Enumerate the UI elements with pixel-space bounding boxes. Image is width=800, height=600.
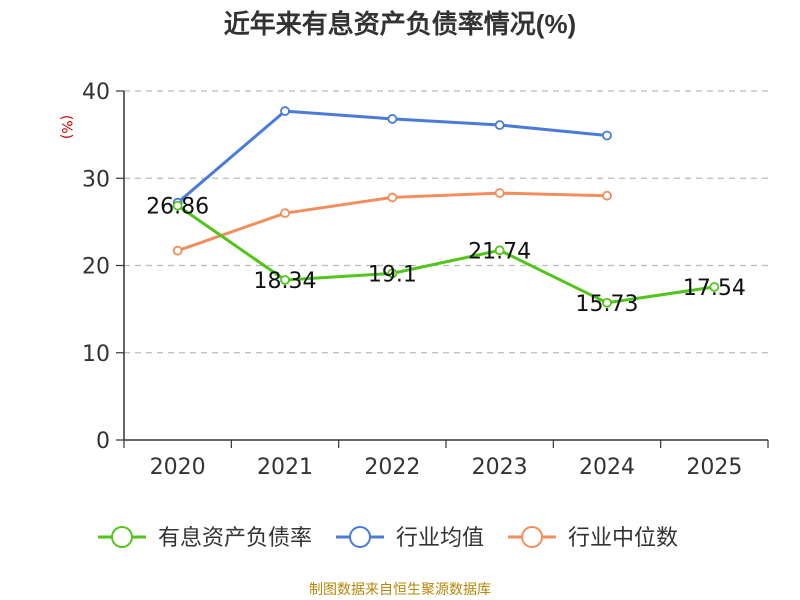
legend-item: 行业均值: [336, 526, 484, 551]
legend-swatch-marker: [111, 526, 133, 548]
legend-swatch-marker: [349, 526, 372, 548]
y-tick-label: 10: [82, 342, 110, 367]
data-point: [172, 245, 183, 256]
data-point: [494, 245, 505, 256]
legend-swatch-marker: [521, 526, 544, 548]
data-point: [602, 297, 612, 308]
data-label: 21.74: [468, 239, 531, 264]
data-labels: 26.86 18.34 19.1 21.74 15.73 17.54: [146, 195, 746, 317]
legend-label: 行业中位数: [568, 526, 678, 551]
legend-item: 有息资产负债率: [98, 526, 312, 551]
data-point: [280, 106, 290, 116]
data-label: 18.34: [254, 269, 317, 294]
x-tick-label: 2025: [686, 455, 742, 480]
series-1: [172, 106, 612, 208]
series-line: [176, 109, 608, 204]
data-point: [387, 114, 398, 124]
data-point: [602, 130, 612, 141]
data-point: [709, 282, 720, 292]
x-tick-label: 2024: [579, 455, 635, 480]
series-2: [172, 188, 612, 256]
data-point: [387, 192, 398, 203]
x-tick-label: 2022: [364, 455, 420, 480]
data-point: [387, 268, 398, 279]
data-point: [172, 200, 183, 211]
data-label: 19.1: [368, 262, 417, 287]
series-0: [172, 200, 720, 308]
series-line: [176, 204, 715, 305]
x-tick-label: 2021: [257, 455, 313, 480]
y-tick-label: 30: [82, 167, 110, 192]
legend-item: 行业中位数: [508, 526, 678, 551]
legend-label: 有息资产负债率: [158, 526, 312, 551]
y-axis-unit-label: (%): [58, 115, 74, 139]
data-label: 17.54: [683, 276, 746, 301]
x-tick-label: 2020: [150, 455, 206, 480]
chart-title: 近年来有息资产负债率情况(%): [224, 9, 576, 39]
data-point: [602, 190, 612, 201]
y-tick-label: 0: [96, 429, 110, 454]
data-point: [494, 188, 505, 198]
data-point: [494, 120, 505, 130]
legend-label: 行业均值: [396, 526, 484, 551]
series-group: [172, 106, 720, 308]
grid-lines: [124, 90, 768, 354]
axes: 0 10 20 30 40 2020 2021 2022 2023 2024 2025: [82, 80, 769, 480]
y-tick-label: 20: [82, 255, 110, 280]
data-point: [280, 275, 290, 285]
y-tick-label: 40: [82, 80, 110, 105]
legend: 有息资产负债率 行业均值 行业中位数: [98, 526, 678, 551]
data-point: [280, 208, 290, 219]
data-label: 26.86: [146, 195, 209, 220]
data-label: 15.73: [576, 292, 639, 317]
data-source-footer: 制图数据来自恒生聚源数据库: [309, 582, 491, 598]
x-tick-label: 2023: [472, 455, 528, 480]
